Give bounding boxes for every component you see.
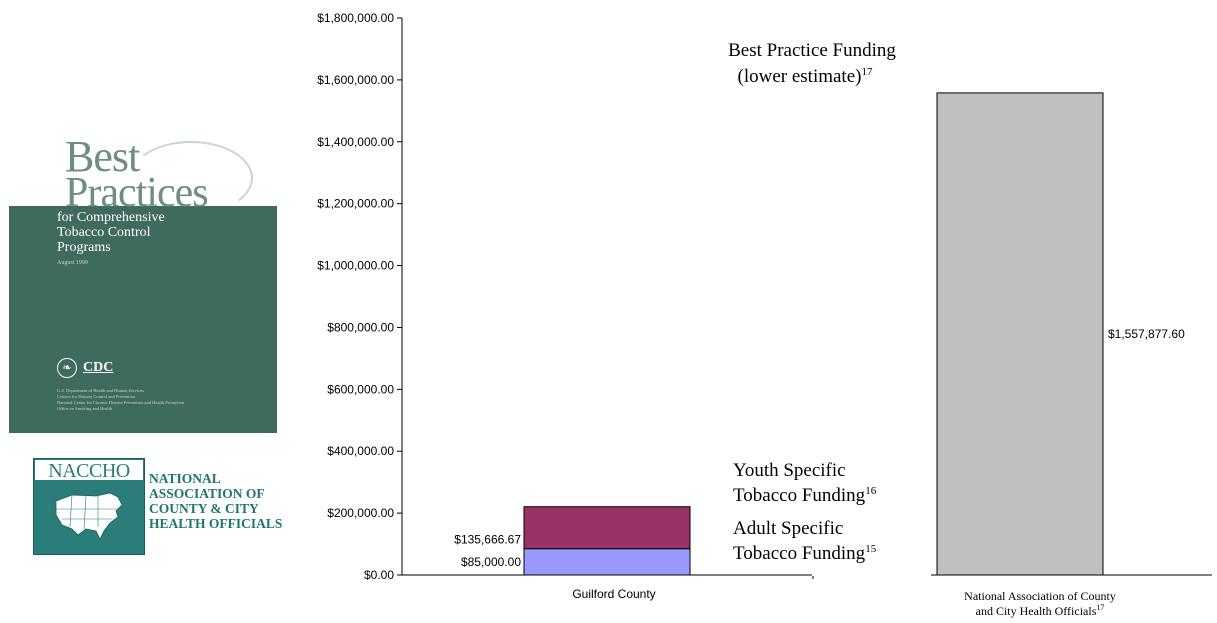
x-tick-label-naccho-line2-text: and City Health Officials	[976, 604, 1097, 618]
annotation-youth-line1: Youth Specific	[733, 460, 846, 481]
cover-date: August 1999	[57, 260, 88, 266]
annotation-adult-sup: 15	[865, 543, 877, 555]
x-tick-label-naccho-line1: National Association of County	[964, 589, 1116, 603]
y-tick-label: $1,600,000.00	[317, 73, 394, 87]
data-label: $85,000.00	[461, 555, 521, 569]
annotation-best-practice-line2: (lower estimate)17	[738, 66, 873, 87]
data-labels: $85,000.00 $135,666.67 $1,557,877.60	[454, 327, 1185, 569]
y-tick-label: $600,000.00	[327, 382, 394, 396]
bar-adult-specific-tobacco-funding	[523, 548, 691, 576]
cover-green-panel	[9, 206, 277, 433]
naccho-line1: NATIONAL	[149, 471, 221, 486]
cover-subtitle-line1: for Comprehensive	[57, 210, 165, 225]
cover-cdc-text: CDC	[83, 360, 114, 375]
data-label: $135,666.67	[454, 533, 521, 547]
y-tick-label: $1,200,000.00	[317, 197, 394, 211]
annotation-adult-line1: Adult Specific	[733, 518, 843, 539]
naccho-name: NATIONAL ASSOCIATION OF COUNTY & CITY HE…	[149, 471, 299, 531]
naccho-logo: NACCHO NATIONAL ASSOCIATION OF COUNTY & …	[33, 458, 293, 558]
annotation-adult-line2-text: Tobacco Funding	[733, 543, 866, 564]
x-tick-label-naccho-line2: and City Health Officials17	[976, 603, 1105, 618]
naccho-line4: HEALTH OFFICIALS	[149, 516, 283, 531]
bar-best-practice-funding-lower-estimate	[936, 92, 1104, 576]
cover-cdc-logo: ❧ CDC	[57, 358, 113, 378]
y-tick-label: $400,000.00	[327, 444, 394, 458]
y-tick-label: $200,000.00	[327, 506, 394, 520]
data-label: $1,557,877.60	[1108, 327, 1185, 341]
annotation-best-practice-line2-text: (lower estimate)	[738, 66, 862, 87]
cover-title-line1: Best	[65, 133, 140, 181]
naccho-logo-box: NACCHO	[33, 458, 145, 555]
x-axis	[402, 574, 1212, 579]
cover-subtitle-line2: Tobacco Control	[57, 225, 151, 240]
annotation-best-practice-line1: Best Practice Funding	[728, 40, 896, 61]
y-tick-label: $1,800,000.00	[317, 11, 394, 25]
bar-youth-specific-tobacco-funding	[523, 506, 691, 550]
hhs-eagle-icon: ❧	[57, 358, 77, 378]
cover-title-line2: Practices	[65, 170, 209, 216]
cover-subtitle-line3: Programs	[57, 240, 111, 255]
bars	[523, 92, 1104, 576]
cover-subtitle: for Comprehensive Tobacco Control Progra…	[57, 210, 257, 255]
y-tick-label: $0.00	[364, 568, 394, 582]
x-tick-label-naccho-sup: 17	[1096, 603, 1104, 612]
naccho-line3: COUNTY & CITY	[149, 501, 259, 516]
annotation-youth-line2-text: Tobacco Funding	[733, 485, 866, 506]
naccho-wordmark: NACCHO	[34, 459, 144, 482]
cover-fine-print: U.S. Department of Health and Human Serv…	[57, 388, 185, 411]
annotation-youth-line2: Tobacco Funding16	[733, 485, 877, 506]
y-axis: $0.00 $200,000.00 $400,000.00 $600,000.00 $8…	[317, 11, 403, 582]
naccho-line2: ASSOCIATION OF	[149, 486, 265, 501]
y-tick-label: $1,000,000.00	[317, 259, 394, 273]
annotation-adult-line2: Tobacco Funding15	[733, 543, 877, 564]
annotation-best-practice-sup: 17	[861, 66, 873, 78]
y-tick-label: $800,000.00	[327, 320, 394, 334]
best-practices-cover: Best Practices for Comprehensive Tobacco…	[9, 133, 277, 433]
x-tick-label-guilford: Guilford County	[572, 587, 655, 601]
us-map-icon	[55, 492, 123, 540]
cover-swoosh-decoration	[129, 141, 253, 215]
annotation-youth-sup: 16	[865, 485, 877, 497]
y-tick-label: $1,400,000.00	[317, 135, 394, 149]
